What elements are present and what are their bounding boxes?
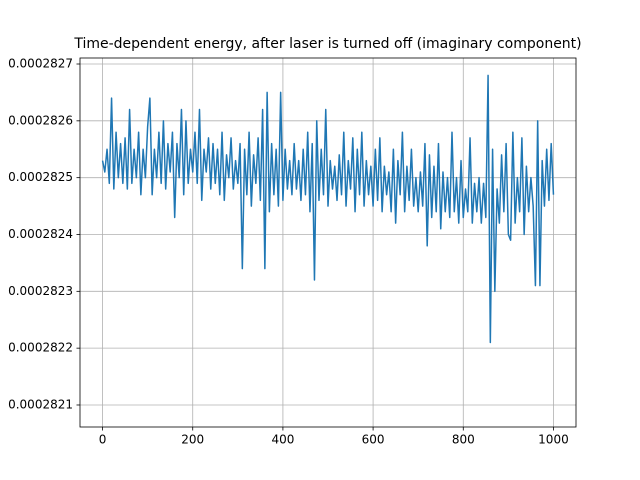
x-tick-label: 0: [99, 433, 107, 447]
y-tick-label: 0.0002825: [8, 170, 73, 184]
y-tick-label: 0.0002822: [8, 341, 73, 355]
x-tick-label: 1000: [538, 433, 569, 447]
y-tick-label: 0.0002826: [8, 113, 73, 127]
chart-title: Time-dependent energy, after laser is tu…: [73, 36, 581, 52]
x-tick-label: 800: [452, 433, 475, 447]
plot-frame: [79, 57, 577, 428]
y-tick-label: 0.0002827: [8, 57, 73, 71]
y-tick-label: 0.0002824: [8, 227, 73, 241]
x-tick-label: 200: [181, 433, 204, 447]
line: [101, 74, 555, 344]
y-tick-label: 0.0002821: [8, 397, 73, 411]
y-tick-label: 0.0002823: [8, 284, 73, 298]
x-tick-label: 600: [362, 433, 385, 447]
x-tick-label: 400: [271, 433, 294, 447]
